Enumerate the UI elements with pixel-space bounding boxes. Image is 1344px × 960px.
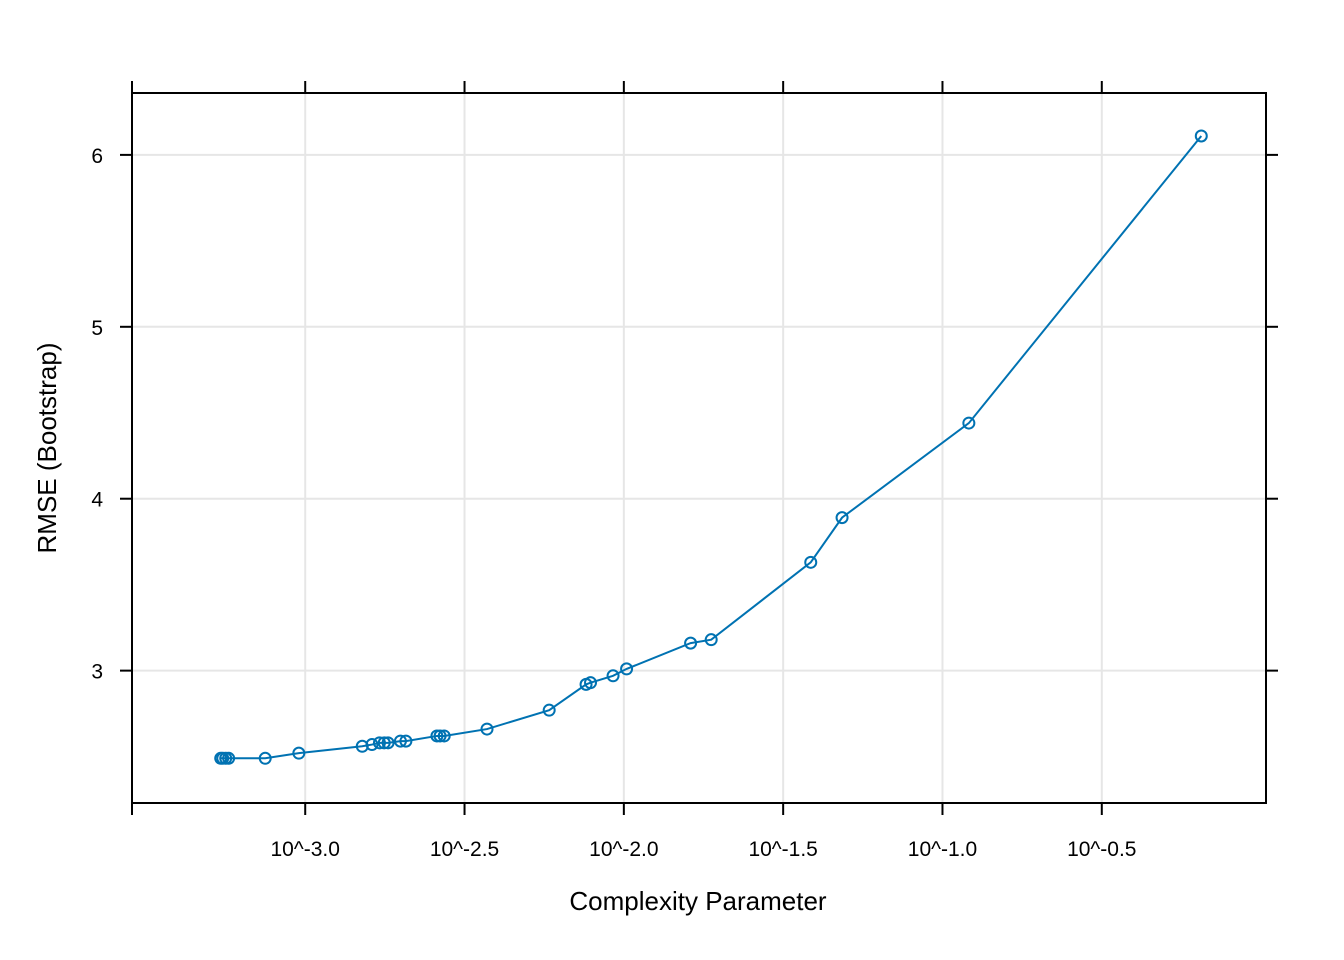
x-tick-label-5: 10^-0.5	[1067, 838, 1136, 861]
data-point-8	[372, 736, 386, 750]
data-point-22	[684, 636, 698, 650]
data-point-20	[606, 669, 620, 683]
data-point-5	[292, 746, 306, 760]
data-point-27	[1194, 129, 1208, 143]
data-point-12	[399, 734, 413, 748]
y-axis-title: RMSE (Bootstrap)	[32, 343, 62, 554]
data-point-26	[962, 416, 976, 430]
y-tick-label-0: 3	[91, 661, 103, 684]
y-tick-label-2: 5	[91, 317, 103, 340]
data-point-16	[480, 722, 494, 736]
series-layer	[214, 129, 1208, 765]
x-tick-label-1: 10^-2.5	[430, 838, 499, 861]
plot-frame	[131, 92, 1267, 804]
data-point-24	[804, 555, 818, 569]
data-point-23	[704, 633, 718, 647]
data-point-3	[222, 751, 236, 765]
y-tick-label-1: 4	[91, 489, 103, 512]
axes: 10^-3.0 10^-2.5 10^-2.0 10^-1.5 10^-1.0 10^-0…	[91, 81, 1278, 861]
y-tick-label-3: 6	[91, 145, 103, 168]
data-point-15	[437, 729, 451, 743]
data-point-21	[620, 662, 634, 676]
x-tick-label-2: 10^-2.0	[589, 838, 658, 861]
data-point-10	[381, 736, 395, 750]
data-point-17	[542, 703, 556, 717]
data-point-25	[835, 511, 849, 525]
data-point-19	[584, 676, 598, 690]
data-point-11	[393, 734, 407, 748]
x-tick-label-3: 10^-1.5	[748, 838, 817, 861]
data-point-9	[377, 736, 391, 750]
x-axis-title: Complexity Parameter	[569, 886, 827, 916]
x-tick-label-4: 10^-1.0	[908, 838, 977, 861]
grid	[132, 93, 1266, 803]
data-point-4	[258, 751, 272, 765]
x-tick-label-0: 10^-3.0	[271, 838, 340, 861]
data-point-7	[365, 738, 379, 752]
data-point-14	[433, 729, 447, 743]
